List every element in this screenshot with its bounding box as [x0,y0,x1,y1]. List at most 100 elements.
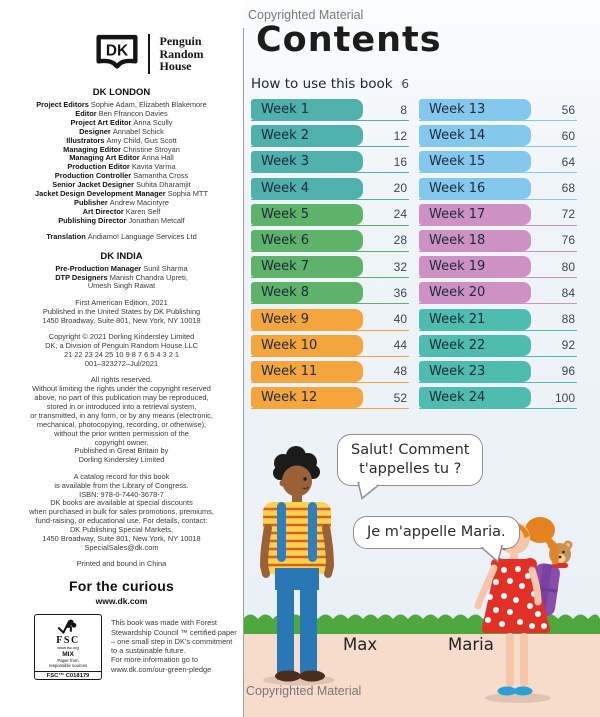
week-page-number: 48 [393,364,407,379]
credit-line: Editor Ben Ffrancon Davies [75,108,168,118]
week-pill: Week 17 [419,203,531,225]
credit-line: Pre-Production Manager Sunil Sharma [55,263,188,273]
toc-week-row: Week 11 48 [251,360,409,383]
week-pill: Week 8 [251,282,363,304]
toc-week-row: Week 20 84 [419,282,577,305]
publisher-logos: DK Penguin Random House [28,34,271,74]
toc-week-row: Week 8 36 [251,282,409,305]
imprint-paragraph: Copyright © 2021 Dorling Kindersley Limi… [45,332,198,368]
max-arm-right [322,524,335,578]
maria-arm-right [528,566,542,606]
toc-week-row: Week 24 100 [419,387,577,410]
week-label: Week 8 [261,285,310,301]
week-pill: Week 10 [251,334,363,356]
maria-shoe [497,686,517,696]
credit-line: Art Director Karen Self [82,206,161,216]
week-label: Week 12 [261,390,318,406]
toc-howto-label: How to use this book [251,76,393,92]
week-label: Week 6 [261,232,310,248]
toc-week-row: Week 16 68 [419,177,577,200]
toc-week-row: Week 18 76 [419,229,577,252]
week-page-number: 60 [561,128,575,143]
week-label: Week 18 [429,232,486,248]
max-jeans [275,568,319,676]
week-page-number: 36 [393,285,407,300]
maria-leg [506,633,514,687]
speech-bubble-maria: Je m'appelle Maria. [353,516,520,549]
week-label: Week 11 [261,363,318,379]
dk-logo-icon: DK [96,34,139,69]
week-page-number: 40 [393,312,407,326]
toc-howto-page: 6 [401,77,409,91]
copyright-watermark-bottom: Copyrighted Material [246,684,362,698]
maria-shadow [485,693,551,703]
credit-line: DTP Designers Manish Chandra Upreti, [55,272,188,282]
toc-week-list: Week 1 8 Week 2 12 Week 3 16 Week 4 20 Week 5 24 W… [251,99,592,413]
illustration-scene: Salut! Comment t'appelles tu ? Je m'appe… [243,420,600,717]
week-pill: Week 4 [251,177,363,199]
toc-howto-row: How to use this book 6 [251,76,411,92]
week-label: Week 19 [429,259,486,275]
dk-logo-text: DK [106,42,128,59]
toc-week-column-1: Week 1 8 Week 2 12 Week 3 16 Week 4 20 Week 5 24 W… [251,99,409,413]
character-name-maria: Maria [448,635,494,654]
toc-week-row: Week 2 12 [251,125,409,148]
maria-neck [510,552,518,561]
prh-line: Penguin [159,34,202,49]
week-pill: Week 6 [251,229,363,251]
dk-london-heading: DK LONDON [92,87,151,98]
week-page-number: 20 [393,181,407,196]
week-pill: Week 14 [419,125,531,147]
week-page-number: 12 [393,128,407,143]
speech-bubble-tail [357,481,380,500]
week-label: Week 20 [429,285,486,301]
imprint-paragraph: First American Edition, 2021 Published in… [42,297,201,325]
copyright-paragraphs: First American Edition, 2021 Published in… [0,297,243,569]
toc-week-row: Week 19 80 [419,256,577,279]
week-pill: Week 2 [251,125,363,147]
week-pill: Week 5 [251,203,363,225]
toc-week-row: Week 13 56 [419,99,577,121]
logo-divider [148,34,151,74]
maria-leg [520,633,528,687]
week-pill: Week 15 [419,151,531,173]
credit-line: Publisher Andrew Macintyre [74,197,169,207]
toc-week-row: Week 6 28 [251,229,409,252]
week-pill: Week 22 [419,334,531,356]
max-backpack-strap [277,502,286,562]
dk-india-heading: DK INDIA [100,250,143,262]
week-label: Week 14 [429,128,486,144]
week-label: Week 9 [261,311,310,327]
week-page-number: 32 [393,259,407,274]
week-label: Week 1 [261,102,310,117]
maria-ponytail-strand [544,536,559,565]
credit-line: Designer Annabel Schick [79,126,164,136]
week-page-number: 28 [393,233,407,248]
prh-line: House [159,59,192,74]
max-shirt [263,502,331,574]
week-page-number: 64 [561,154,575,169]
week-label: Week 13 [429,102,486,117]
week-page-number: 92 [561,338,575,353]
page-gutter-divider [243,28,244,717]
fsc-paper-source: Paper from responsible sources [48,658,88,668]
maria-hair [498,523,530,538]
week-pill: Week 18 [419,229,531,251]
toc-week-row: Week 3 16 [251,151,409,174]
dk-london-credits: Project Editors Sophie Adam, Elizabeth B… [0,100,243,226]
imprint-paragraph: A catalog record for this book is availab… [29,471,214,552]
week-pill: Week 20 [419,282,531,304]
week-pill: Week 9 [251,308,363,330]
week-label: Week 15 [429,154,486,170]
fsc-url: www.fsc.org [57,644,79,650]
max-eye [303,477,307,481]
contents-page: Copyrighted Material Contents How to use… [243,0,600,717]
dk-india-credits: Pre-Production Manager Sunil Sharma DTP D… [0,263,243,292]
dk-tagline: For the curious [69,578,174,595]
week-pill: Week 1 [251,99,363,120]
week-page-number: 44 [393,338,407,353]
week-label: Week 7 [261,259,310,275]
dk-website: www.dk.com [95,596,148,607]
week-page-number: 76 [561,233,575,248]
penguin-random-house-logo: Penguin Random House [159,35,203,73]
